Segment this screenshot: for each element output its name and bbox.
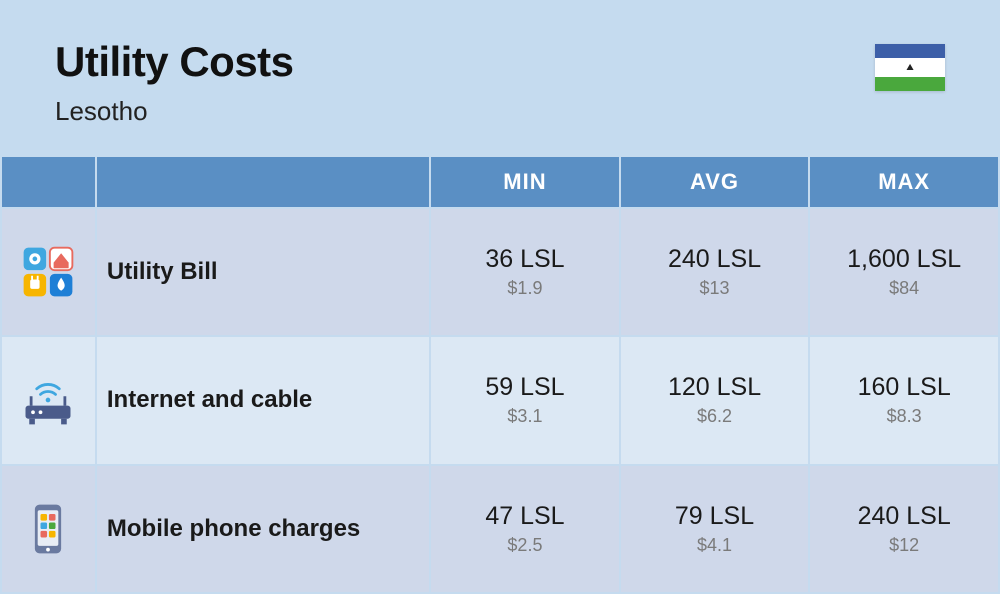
cell-max: 240 LSL $12 <box>809 465 999 593</box>
col-header-min: MIN <box>430 156 620 208</box>
cell-icon <box>1 208 96 336</box>
value-secondary: $2.5 <box>437 535 613 556</box>
header-text: Utility Costs Lesotho <box>55 38 294 127</box>
value-primary: 240 LSL <box>627 245 803 274</box>
value-primary: 59 LSL <box>437 373 613 402</box>
col-header-avg: AVG <box>620 156 810 208</box>
flag-stripe-top <box>875 44 945 58</box>
cell-min: 36 LSL $1.9 <box>430 208 620 336</box>
header: Utility Costs Lesotho ⛰ <box>0 0 1000 155</box>
flag-stripe-bot <box>875 77 945 91</box>
table-row: Mobile phone charges 47 LSL $2.5 79 LSL … <box>1 465 999 593</box>
col-header-label <box>96 156 430 208</box>
cell-label: Mobile phone charges <box>96 465 430 593</box>
cost-table: MIN AVG MAX Utility Bill 36 LSL $1.9 240… <box>0 155 1000 594</box>
value-secondary: $4.1 <box>627 535 803 556</box>
value-secondary: $12 <box>816 535 992 556</box>
value-primary: 36 LSL <box>437 245 613 274</box>
value-primary: 120 LSL <box>627 373 803 402</box>
cell-avg: 79 LSL $4.1 <box>620 465 810 593</box>
value-primary: 160 LSL <box>816 373 992 402</box>
router-icon <box>2 370 95 430</box>
cell-icon <box>1 336 96 464</box>
col-header-icon <box>1 156 96 208</box>
page: Utility Costs Lesotho ⛰ MIN AVG MAX <box>0 0 1000 594</box>
cell-icon <box>1 465 96 593</box>
cell-label: Utility Bill <box>96 208 430 336</box>
page-title: Utility Costs <box>55 38 294 86</box>
value-secondary: $1.9 <box>437 278 613 299</box>
phone-icon <box>2 499 95 559</box>
cell-label: Internet and cable <box>96 336 430 464</box>
utilities-icon <box>2 242 95 302</box>
value-secondary: $8.3 <box>816 406 992 427</box>
flag-stripe-mid: ⛰ <box>875 58 945 77</box>
cell-max: 1,600 LSL $84 <box>809 208 999 336</box>
cell-avg: 240 LSL $13 <box>620 208 810 336</box>
value-primary: 47 LSL <box>437 502 613 531</box>
table-body: Utility Bill 36 LSL $1.9 240 LSL $13 1,6… <box>1 208 999 593</box>
table-header-row: MIN AVG MAX <box>1 156 999 208</box>
cell-avg: 120 LSL $6.2 <box>620 336 810 464</box>
value-secondary: $3.1 <box>437 406 613 427</box>
value-primary: 1,600 LSL <box>816 245 992 274</box>
value-secondary: $84 <box>816 278 992 299</box>
cell-min: 47 LSL $2.5 <box>430 465 620 593</box>
cell-max: 160 LSL $8.3 <box>809 336 999 464</box>
page-subtitle: Lesotho <box>55 96 294 127</box>
value-secondary: $6.2 <box>627 406 803 427</box>
table-row: Utility Bill 36 LSL $1.9 240 LSL $13 1,6… <box>1 208 999 336</box>
flag-emblem-icon: ⛰ <box>906 62 914 73</box>
value-primary: 240 LSL <box>816 502 992 531</box>
country-flag: ⛰ <box>875 44 945 91</box>
table-row: Internet and cable 59 LSL $3.1 120 LSL $… <box>1 336 999 464</box>
cell-min: 59 LSL $3.1 <box>430 336 620 464</box>
col-header-max: MAX <box>809 156 999 208</box>
value-primary: 79 LSL <box>627 502 803 531</box>
value-secondary: $13 <box>627 278 803 299</box>
